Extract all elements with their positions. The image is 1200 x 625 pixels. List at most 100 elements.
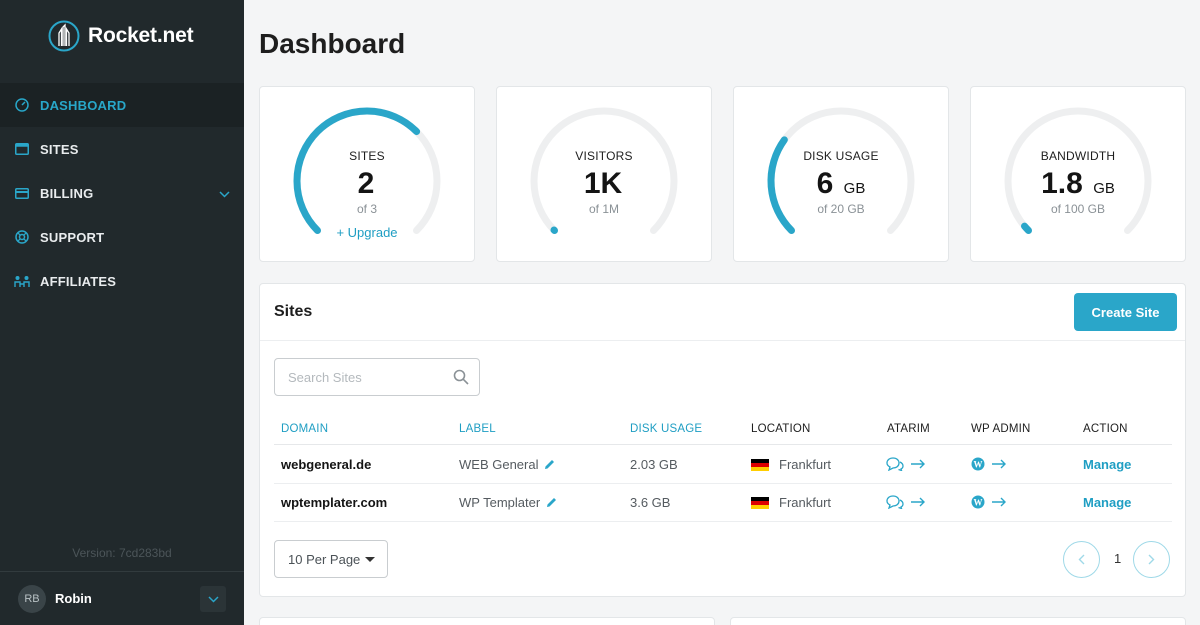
column-atarim: ATARIM [887,423,930,435]
column-action: ACTION [1083,423,1128,435]
support-icon [14,229,30,245]
stat-card-disk-usage: DISK USAGE 6 GB of 20 GB [733,86,949,262]
avatar: RB [18,584,46,613]
sites-header: Sites Create Site [260,284,1185,341]
column-disk-usage[interactable]: DISK USAGE [630,423,703,435]
stat-label: SITES [349,149,385,163]
atarim-link[interactable] [886,457,926,471]
wp-admin-link[interactable]: W [971,495,1007,509]
stat-limit: of 20 GB [817,202,865,216]
chevron-left-icon [1078,554,1085,565]
sites-icon [14,141,30,157]
gauge-track [530,107,678,234]
table-row: wptemplater.com WP Templater 3.6 GB Fran… [274,484,1172,522]
dashboard-icon [14,97,30,113]
search-input[interactable] [275,359,435,395]
table-row: webgeneral.de WEB General 2.03 GB Frankf… [274,446,1172,484]
gauge-fill [767,136,796,234]
edit-pencil-icon[interactable] [546,497,557,508]
sites-panel: Sites Create Site DOMAIN LABEL DISK USAG… [259,283,1186,597]
manage-link[interactable]: Manage [1083,495,1132,510]
stat-limit: of 100 GB [1050,202,1106,216]
billing-icon [14,185,30,201]
nav-item-support[interactable]: SUPPORT [0,215,244,259]
sites-title: Sites [274,303,313,320]
usage-gauge [530,107,678,234]
stat-label: VISITORS [575,149,633,163]
chat-bubbles-icon [886,457,904,471]
create-site-button[interactable]: Create Site [1074,293,1177,331]
site-location: Frankfurt [751,457,831,472]
manage-link[interactable]: Manage [1083,457,1132,472]
wp-admin-link[interactable]: W [971,457,1007,471]
page-title: Dashboard [259,28,406,59]
atarim-link[interactable] [886,495,926,509]
column-location: LOCATION [751,423,811,435]
stat-card-visitors: VISITORS 1K of 1M [496,86,712,262]
wordpress-icon: W [971,495,985,509]
arrow-right-icon [992,459,1006,469]
prev-page-button[interactable] [1063,541,1100,578]
user-menu-toggle[interactable] [200,586,226,612]
gauge-track [1004,107,1152,234]
chevron-down-icon[interactable] [219,186,230,201]
caret-down-icon [365,557,375,562]
brand-name: Rocket.net [88,24,194,47]
upgrade-link[interactable]: + Upgrade [336,225,398,240]
site-domain: webgeneral.de [281,457,372,472]
stat-value: 6 GB [816,167,866,200]
current-page: 1 [1114,551,1122,566]
per-page-value: 10 Per Page [288,551,361,567]
site-disk-usage: 2.03 GB [630,457,678,472]
table-header: DOMAIN LABEL DISK USAGE LOCATION ATARIM … [274,414,1172,445]
site-location-text: Frankfurt [779,457,832,472]
version-label: Version: 7cd283bd [72,546,172,560]
svg-text:W: W [974,497,983,507]
chat-bubbles-icon [886,495,904,509]
nav-item-sites[interactable]: SITES [0,127,244,171]
site-location-text: Frankfurt [779,495,832,510]
usage-gauge [767,107,915,234]
arrow-right-icon [911,459,925,469]
nav-label: SUPPORT [40,229,105,245]
site-disk-usage: 3.6 GB [630,495,671,510]
user-menu[interactable]: RB Robin [0,571,244,625]
site-location: Frankfurt [751,495,831,510]
column-domain[interactable]: DOMAIN [281,423,329,435]
stat-label: BANDWIDTH [1040,149,1116,163]
user-name: Robin [55,591,92,606]
gauge-fill [1020,222,1033,234]
nav-label: DASHBOARD [40,97,127,113]
site-label: WEB General [459,457,555,472]
per-page-select[interactable]: 10 Per Page [274,540,388,578]
brand-logo[interactable]: Rocket.net [48,20,194,52]
nav-label: BILLING [40,185,94,201]
stat-limit: of 3 [356,202,377,216]
next-page-button[interactable] [1133,541,1170,578]
main-nav: DASHBOARD SITES BILLING SUPPORT [0,83,244,303]
stat-value: 1.8 GB [1041,167,1115,200]
nav-item-affiliates[interactable]: AFFILIATES [0,259,244,303]
chevron-down-icon [207,595,219,603]
usage-gauge [293,107,441,234]
column-wp-admin: WP ADMIN [971,423,1031,435]
stat-value: 1K [583,167,623,200]
search-icon[interactable] [453,369,469,385]
nav-item-dashboard[interactable]: DASHBOARD [0,83,244,127]
nav-label: SITES [40,141,79,157]
arrow-right-icon [992,497,1006,507]
stat-limit: of 1M [588,202,619,216]
affiliates-icon [14,273,30,289]
stat-value: 2 [357,167,375,200]
nav-item-billing[interactable]: BILLING [0,171,244,215]
site-label-text: WEB General [459,457,539,472]
stat-card-sites: SITES 2 of 3 + Upgrade [259,86,475,262]
chevron-right-icon [1148,554,1155,565]
usage-gauge [1004,107,1152,234]
stat-label: DISK USAGE [803,149,879,163]
arrow-right-icon [911,497,925,507]
edit-pencil-icon[interactable] [544,459,555,470]
svg-text:W: W [974,459,983,469]
column-label[interactable]: LABEL [459,423,496,435]
germany-flag-icon [751,496,769,509]
